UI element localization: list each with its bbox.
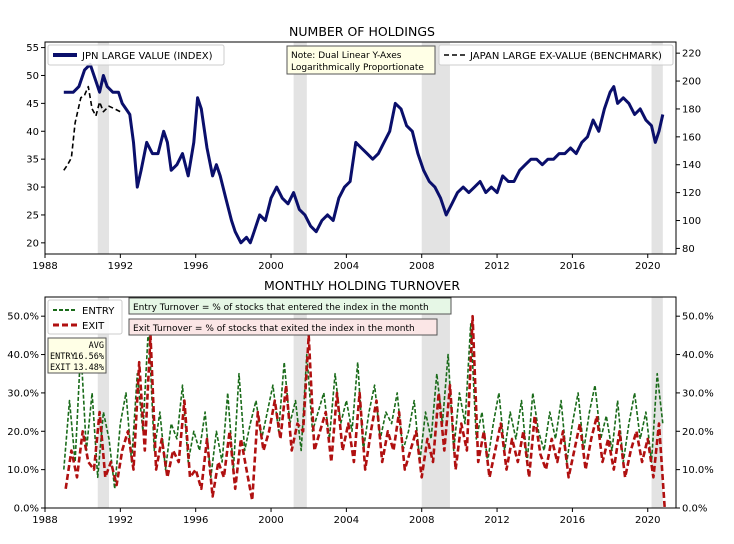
y-tick-label-left: 50: [26, 71, 39, 82]
avg-table-box: [47, 337, 107, 374]
legend-label-entry: ENTRY: [82, 306, 115, 317]
benchmark-line: [63, 85, 121, 171]
y-tick-label-left: 30: [26, 183, 39, 194]
recession-band: [651, 42, 663, 254]
x-tick-label: 2016: [560, 261, 585, 272]
y-tick-label-right: 30.0%: [682, 388, 714, 399]
x-tick-label: 2008: [409, 515, 434, 526]
x-tick-label: 1988: [32, 515, 57, 526]
recession-band: [421, 42, 450, 254]
y-tick-label-left: 45: [26, 99, 39, 110]
holdings-note: Note: Dual Linear Y-Axes Logarithmically…: [286, 45, 436, 75]
holdings-right-axis: 80 100 120 140 160 180 200 220: [676, 49, 701, 255]
y-tick-label-left: 0.0%: [14, 504, 39, 515]
exit-annotation: Exit Turnover = % of stocks that exited …: [133, 324, 415, 334]
holdings-recession-bands: [97, 42, 663, 254]
y-tick-label-left: 10.0%: [7, 465, 39, 476]
turnover-recession-bands: [97, 297, 663, 508]
recession-band: [651, 297, 663, 508]
index-line: [63, 62, 665, 245]
x-tick-label: 2020: [635, 261, 660, 272]
holdings-left-axis: 20 25 30 35 40 45 50 55: [26, 43, 45, 249]
y-tick-label-right: 180: [682, 104, 701, 115]
note-line-2: Logarithmically Proportionate: [291, 63, 424, 73]
avg-exit-value: 13.48%: [73, 363, 104, 373]
x-tick-label: 2004: [334, 515, 359, 526]
turnover-panel: MONTHLY HOLDING TURNOVER 1988 1992 1996 200…: [7, 278, 714, 526]
holdings-series-lines: [63, 62, 665, 245]
holdings-panel: NUMBER OF HOLDINGS 1988 1992 1996 2000 2004 2…: [26, 24, 701, 272]
y-tick-label-right: 20.0%: [682, 427, 714, 438]
x-tick-label: 2000: [258, 515, 283, 526]
y-tick-label-right: 80: [682, 244, 695, 255]
y-tick-label-right: 200: [682, 77, 701, 88]
y-tick-label-left: 55: [26, 43, 39, 54]
x-tick-label: 1988: [32, 261, 57, 272]
note-line-1: Note: Dual Linear Y-Axes: [291, 51, 402, 61]
y-tick-label-right: 100: [682, 216, 701, 227]
x-tick-label: 2012: [484, 261, 509, 272]
holdings-plot-frame: [44, 41, 677, 255]
y-tick-label-left: 20: [26, 238, 39, 249]
x-tick-label: 2016: [560, 515, 585, 526]
y-tick-label-right: 120: [682, 188, 701, 199]
holdings-legend-index: JPN LARGE VALUE (INDEX): [47, 44, 225, 66]
exit-annotation-box: [128, 318, 438, 336]
turnover-right-axis: 0.0% 10.0% 20.0% 30.0% 40.0% 50.0%: [676, 312, 714, 515]
y-tick-label-left: 40.0%: [7, 350, 39, 361]
y-tick-label-right: 140: [682, 160, 701, 171]
turnover-title: MONTHLY HOLDING TURNOVER: [264, 278, 460, 293]
legend-label-exit: EXIT: [82, 321, 105, 332]
y-tick-label-left: 50.0%: [7, 312, 39, 323]
y-tick-label-right: 220: [682, 49, 701, 60]
recession-band: [97, 297, 110, 508]
recession-band: [293, 297, 307, 508]
y-tick-label-right: 0.0%: [682, 504, 707, 515]
x-tick-label: 2004: [334, 261, 359, 272]
avg-exit-label: EXIT: [50, 363, 70, 373]
avg-header: AVG: [89, 341, 104, 351]
recession-band: [97, 42, 110, 254]
y-tick-label-left: 30.0%: [7, 388, 39, 399]
avg-entry-label: ENTRY: [50, 352, 76, 362]
entry-annotation-box: [128, 297, 452, 315]
y-tick-label-right: 10.0%: [682, 465, 714, 476]
y-tick-label-right: 160: [682, 132, 701, 143]
x-tick-label: 2000: [258, 261, 283, 272]
entry-annotation: Entry Turnover = % of stocks that entere…: [133, 303, 429, 313]
y-tick-label-left: 40: [26, 127, 39, 138]
y-tick-label-right: 50.0%: [682, 312, 714, 323]
y-tick-label-left: 20.0%: [7, 427, 39, 438]
x-tick-label: 1992: [108, 261, 133, 272]
x-tick-label: 1996: [183, 515, 208, 526]
x-tick-label: 2012: [484, 515, 509, 526]
note-box: [286, 45, 436, 75]
avg-entry-value: 16.56%: [73, 352, 104, 362]
turnover-legend: ENTRY EXIT: [47, 299, 123, 335]
y-tick-label-right: 40.0%: [682, 350, 714, 361]
turnover-series-lines: [63, 314, 666, 509]
exit-line: [64, 314, 666, 509]
turnover-left-axis: 0.0% 10.0% 20.0% 30.0% 40.0% 50.0%: [7, 312, 45, 515]
x-tick-label: 1996: [183, 261, 208, 272]
legend-label-benchmark: JAPAN LARGE EX-VALUE (BENCHMARK): [469, 51, 662, 62]
y-tick-label-left: 25: [26, 210, 39, 221]
avg-table: AVG ENTRY 16.56% EXIT 13.48%: [47, 337, 107, 374]
holdings-legend-benchmark: JAPAN LARGE EX-VALUE (BENCHMARK): [438, 44, 674, 66]
legend-box: [47, 44, 225, 66]
x-tick-label: 2008: [409, 261, 434, 272]
turnover-x-axis: 1988 1992 1996 2000 2004 2008 2012 2016 2020: [32, 508, 660, 526]
holdings-x-axis: 1988 1992 1996 2000 2004 2008 2012 2016 2020: [32, 254, 660, 272]
y-tick-label-left: 35: [26, 155, 39, 166]
holdings-title: NUMBER OF HOLDINGS: [289, 24, 435, 39]
x-tick-label: 1992: [108, 515, 133, 526]
legend-box-benchmark: [438, 44, 674, 66]
turnover-plot-frame: [44, 296, 677, 509]
legend-label-index: JPN LARGE VALUE (INDEX): [81, 51, 213, 62]
x-tick-label: 2020: [635, 515, 660, 526]
